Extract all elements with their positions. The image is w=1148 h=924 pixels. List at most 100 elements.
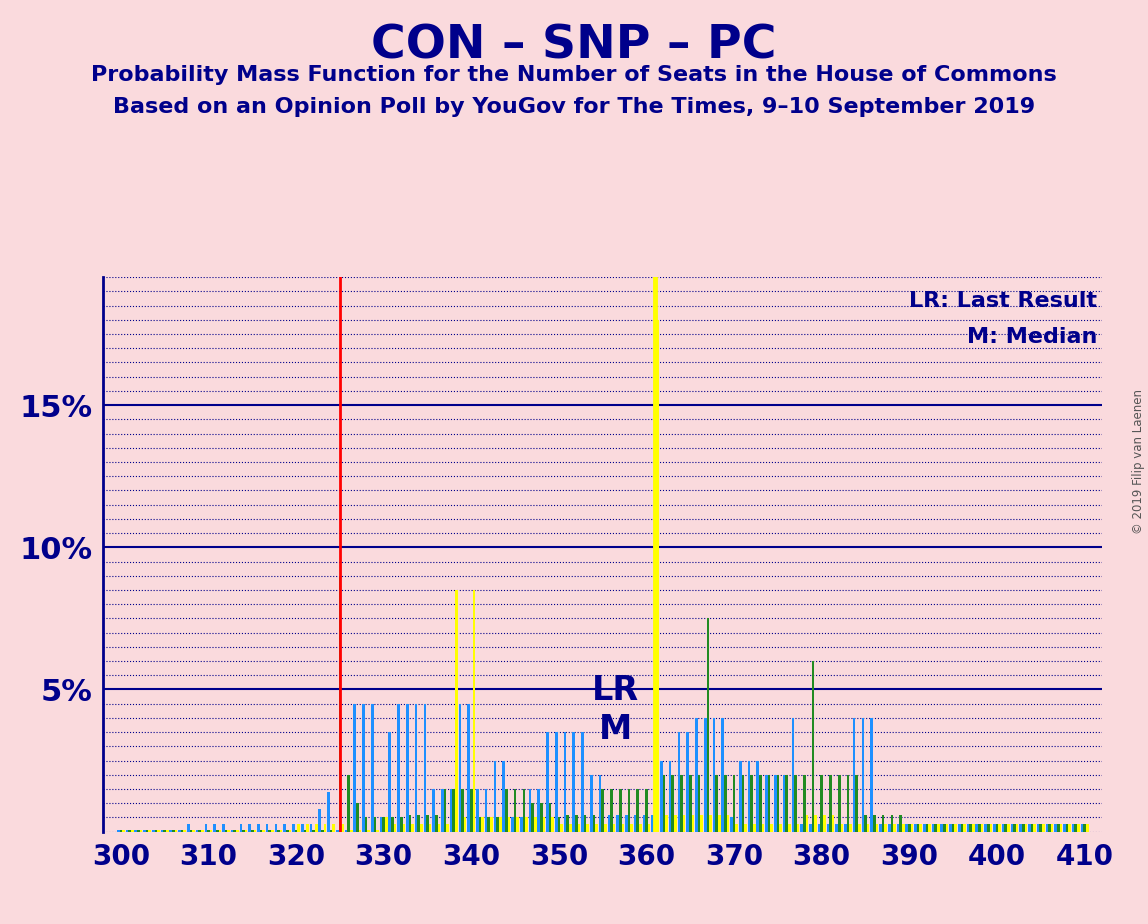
Bar (610, 789, 613, 832)
Bar (666, 815, 668, 832)
Bar (315, 824, 318, 832)
Bar (297, 824, 300, 832)
Bar (677, 732, 681, 832)
Bar (672, 774, 674, 832)
Bar (263, 830, 265, 832)
Bar (161, 830, 163, 832)
Bar (204, 824, 207, 832)
Bar (196, 830, 199, 832)
Bar (348, 774, 350, 832)
Bar (363, 704, 365, 832)
Bar (301, 824, 303, 832)
Bar (616, 815, 619, 832)
Bar (358, 830, 362, 832)
Bar (514, 789, 517, 832)
Bar (660, 760, 662, 832)
Bar (140, 830, 142, 832)
Bar (318, 808, 321, 832)
Bar (146, 830, 148, 832)
Bar (949, 824, 952, 832)
Bar (505, 789, 507, 832)
Bar (906, 824, 908, 832)
Bar (976, 824, 978, 832)
Bar (490, 818, 492, 832)
Bar (339, 576, 341, 832)
Bar (713, 718, 715, 832)
Bar (327, 792, 329, 832)
Bar (987, 824, 990, 832)
Bar (125, 830, 129, 832)
Bar (1084, 824, 1086, 832)
Bar (625, 815, 628, 832)
Bar (721, 718, 724, 832)
Bar (961, 824, 963, 832)
Bar (573, 732, 575, 832)
Bar (236, 830, 239, 832)
Bar (657, 320, 659, 832)
Bar (590, 774, 592, 832)
Bar (452, 789, 455, 832)
Bar (691, 815, 695, 832)
Bar (937, 824, 939, 832)
Bar (354, 704, 356, 832)
Bar (602, 789, 604, 832)
Bar (1024, 824, 1027, 832)
Bar (420, 824, 422, 832)
Bar (934, 824, 937, 832)
Bar (783, 774, 785, 832)
Bar (876, 824, 878, 832)
Bar (189, 830, 192, 832)
Bar (718, 815, 721, 832)
Bar (166, 830, 169, 832)
Bar (429, 824, 432, 832)
Bar (832, 815, 835, 832)
Bar (178, 830, 181, 832)
Bar (1069, 824, 1071, 832)
Bar (184, 830, 186, 832)
Bar (943, 824, 946, 832)
Bar (424, 704, 426, 832)
Bar (791, 718, 794, 832)
Bar (394, 824, 396, 832)
Bar (766, 774, 768, 832)
Bar (607, 815, 610, 832)
Bar (295, 830, 297, 832)
Bar (957, 824, 961, 832)
Bar (288, 830, 292, 832)
Bar (891, 815, 893, 832)
Bar (447, 824, 449, 832)
Bar (409, 815, 411, 832)
Bar (181, 830, 184, 832)
Bar (1042, 824, 1045, 832)
Bar (540, 803, 543, 832)
Bar (867, 824, 869, 832)
Bar (940, 824, 943, 832)
Text: LR: LR (592, 674, 639, 707)
Bar (254, 830, 256, 832)
Bar (577, 824, 581, 832)
Bar (662, 774, 666, 832)
Bar (1033, 824, 1035, 832)
Bar (993, 824, 995, 832)
Bar (225, 830, 227, 832)
Bar (426, 815, 429, 832)
Bar (170, 830, 172, 832)
Bar (522, 789, 525, 832)
Bar (367, 830, 370, 832)
Bar (683, 815, 685, 832)
Bar (144, 830, 146, 832)
Bar (800, 824, 802, 832)
Bar (433, 789, 435, 832)
Bar (566, 815, 569, 832)
Bar (274, 824, 277, 832)
Bar (715, 774, 718, 832)
Bar (902, 824, 905, 832)
Bar (914, 824, 917, 832)
Bar (507, 818, 510, 832)
Bar (461, 789, 464, 832)
Bar (385, 818, 388, 832)
Bar (739, 760, 742, 832)
Bar (350, 830, 352, 832)
Bar (373, 818, 377, 832)
Bar (137, 830, 140, 832)
